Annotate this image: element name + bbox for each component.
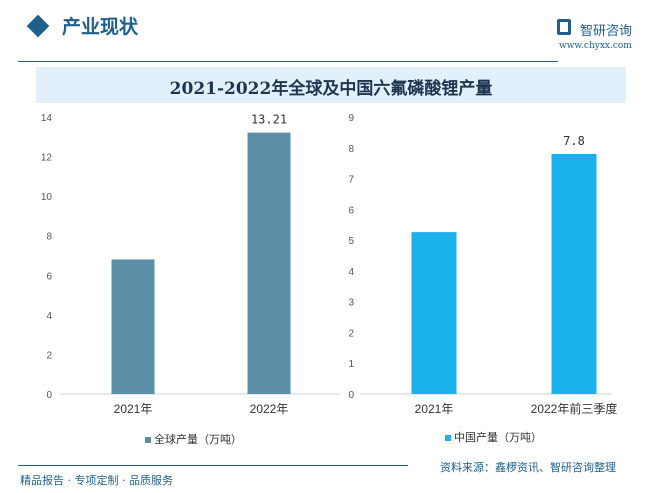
footer-divider (18, 465, 408, 466)
legend-swatch-icon (445, 435, 451, 441)
chart-title: 2021-2022年全球及中国六氟磷酸锂产量 (169, 79, 493, 99)
x-tick-label: 2022年前三季度 (531, 401, 618, 416)
title-band (36, 67, 626, 103)
footer-tagline: 精品报告 · 专项定制 · 品质服务 (20, 474, 173, 487)
header-divider (18, 61, 558, 62)
legend-swatch-icon (145, 437, 151, 443)
data-label: 13.21 (251, 113, 287, 127)
bar-1 (411, 232, 457, 394)
y-tick-label: 2 (46, 350, 52, 361)
source-note: 资料来源：鑫椤资讯、智研咨询整理 (440, 461, 616, 474)
section-title: 产业现状 (62, 16, 139, 38)
y-tick-label: 8 (46, 232, 52, 243)
y-tick-label: 8 (348, 144, 354, 155)
bar-2 (551, 153, 597, 394)
y-tick-label: 0 (348, 390, 354, 401)
data-label: 7.8 (563, 134, 585, 148)
legend-china: 中国产量（万吨） (445, 429, 542, 445)
y-tick-label: 3 (348, 298, 354, 309)
y-tick-label: 7 (348, 175, 354, 186)
y-tick-label: 9 (348, 113, 354, 124)
legend-label: 全球产量（万吨） (154, 433, 242, 446)
brand-logo-icon (557, 19, 571, 35)
x-tick-label: 2022年 (250, 402, 289, 416)
bar-2 (247, 132, 291, 394)
bar-1 (111, 259, 155, 394)
x-tick-label: 2021年 (114, 402, 153, 416)
y-tick-label: 4 (46, 311, 52, 322)
y-tick-label: 0 (46, 390, 52, 401)
y-tick-label: 12 (41, 153, 53, 164)
legend-global: 全球产量（万吨） (145, 431, 242, 447)
y-tick-label: 1 (348, 359, 354, 370)
brand-name: 智研咨询 (580, 24, 633, 39)
x-tick-label: 2021年 (415, 402, 454, 416)
y-tick-label: 6 (46, 271, 52, 282)
y-tick-label: 14 (41, 113, 53, 124)
y-tick-label: 6 (348, 205, 354, 216)
y-tick-label: 4 (348, 267, 354, 278)
legend-label: 中国产量（万吨） (454, 431, 542, 444)
y-tick-label: 2 (348, 328, 354, 339)
y-tick-label: 10 (41, 192, 53, 203)
y-tick-label: 5 (348, 236, 354, 247)
brand-url: www.chyxx.com (559, 41, 632, 51)
